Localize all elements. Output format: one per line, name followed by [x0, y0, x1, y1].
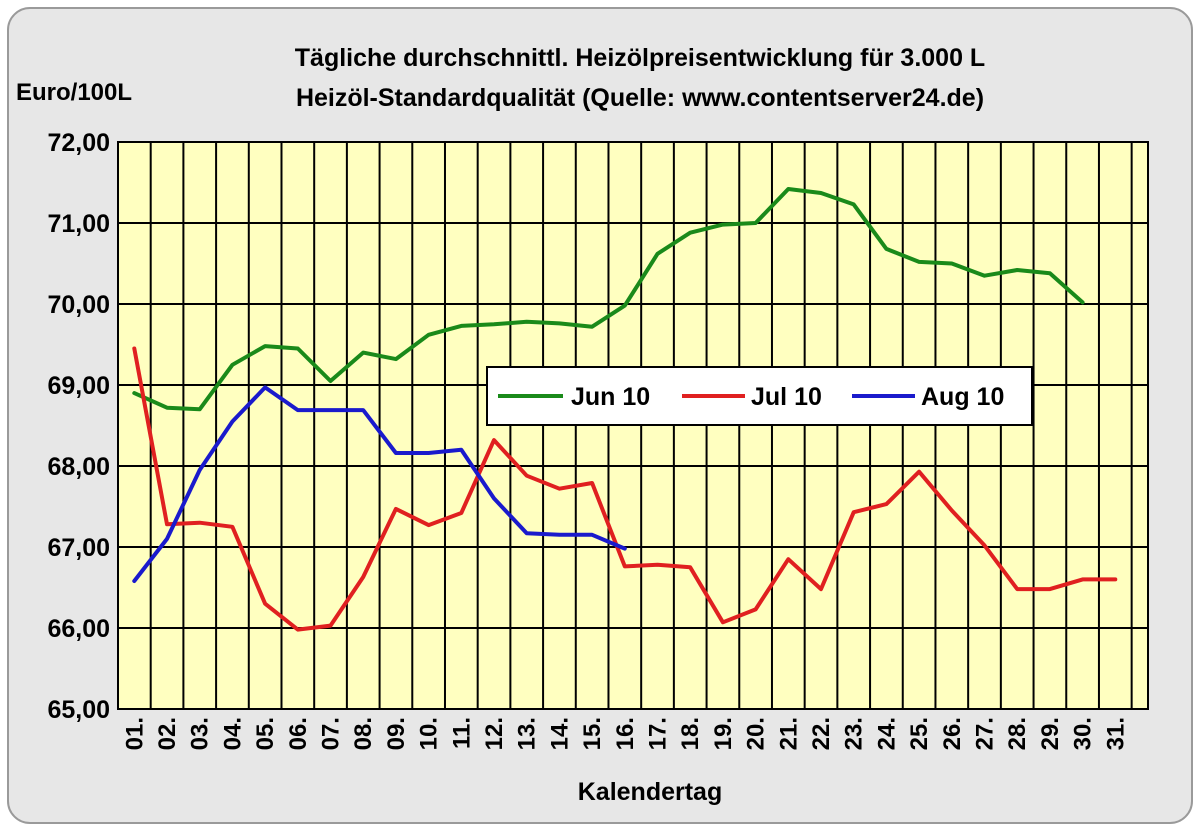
x-tick-label: 13. [514, 717, 541, 750]
x-tick-label: 07. [318, 717, 345, 750]
y-tick-label: 70,00 [47, 291, 110, 319]
y-tick-label: 66,00 [47, 615, 110, 643]
series-line-1 [132, 346, 1118, 632]
x-tick-label: 06. [285, 717, 312, 750]
y-tick-label: 69,00 [47, 372, 110, 400]
x-tick-label: 26. [939, 717, 966, 750]
x-tick-label: 09. [383, 717, 410, 750]
series-lines [132, 187, 1118, 632]
x-tick-label: 30. [1070, 717, 1097, 750]
x-tick-label: 16. [612, 717, 639, 750]
x-tick-label: 03. [187, 717, 214, 750]
y-tick-labels: 65,00 66,00 67,00 68,00 69,00 70,00 71,00 72,00 [47, 129, 110, 724]
x-tick-label: 24. [873, 717, 900, 750]
x-tick-label: 10. [416, 717, 443, 750]
x-tick-label: 08. [350, 717, 377, 750]
legend: Jun 10 Jul 10 Aug 10 [486, 366, 1033, 426]
x-tick-label: 31. [1102, 717, 1129, 750]
x-tick-label: 20. [743, 717, 770, 750]
legend-label-jun: Jun 10 [571, 383, 650, 411]
x-tick-label: 11. [448, 717, 475, 749]
y-tick-label: 71,00 [47, 210, 110, 238]
x-tick-label: 19. [710, 717, 737, 750]
x-axis-label: Kalendertag [578, 778, 722, 806]
x-tick-label: 14. [546, 717, 573, 750]
chart-title-line2: Heizöl-Standardqualität (Quelle: www.con… [296, 84, 984, 112]
x-tick-label: 28. [1004, 717, 1031, 750]
x-tick-label: 02. [154, 717, 181, 750]
x-tick-label: 23. [841, 717, 868, 750]
x-tick-label: 25. [906, 717, 933, 750]
x-tick-label: 12. [481, 717, 508, 750]
legend-label-aug: Aug 10 [921, 383, 1004, 411]
series-line-0 [132, 187, 1085, 412]
x-tick-label: 21. [775, 717, 802, 750]
x-tick-label: 27. [972, 717, 999, 750]
y-tick-label: 72,00 [47, 129, 110, 157]
x-tick-label: 01. [121, 717, 148, 750]
plot-border [117, 141, 1149, 710]
y-tick-label: 67,00 [47, 534, 110, 562]
x-tick-label: 29. [1037, 717, 1064, 750]
x-tick-label: 04. [219, 717, 246, 750]
x-tick-label: 18. [677, 717, 704, 750]
series-line-2 [132, 385, 627, 583]
chart-title-line1: Tägliche durchschnittl. Heizölpreisentwi… [295, 44, 985, 72]
y-axis-label: Euro/100L [16, 79, 132, 106]
x-tick-label: 15. [579, 717, 606, 750]
y-tick-label: 65,00 [47, 696, 110, 724]
x-tick-label: 17. [645, 717, 672, 750]
y-tick-label: 68,00 [47, 453, 110, 481]
x-tick-label: 22. [808, 717, 835, 750]
x-tick-label: 05. [252, 717, 279, 750]
legend-label-jul: Jul 10 [751, 383, 822, 411]
x-tick-labels: 01. 02. 03. 04. 05. 06. 07. 08. 09. 10. 11. 12. 13. 1… [121, 717, 1129, 750]
legend-box [486, 366, 1033, 426]
